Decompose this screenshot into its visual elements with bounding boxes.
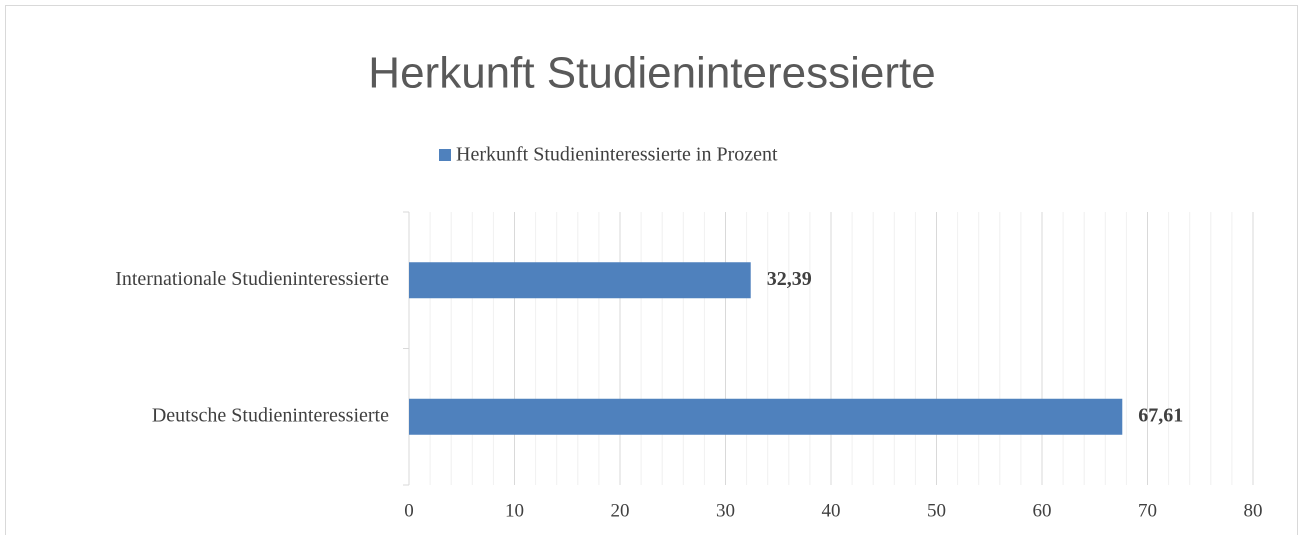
y-tick-label: Deutsche Studieninteressierte (152, 404, 389, 426)
x-tick-label: 60 (1033, 500, 1052, 521)
legend-label: Herkunft Studieninteressierte in Prozent (456, 144, 778, 166)
chart-title: Herkunft Studieninteressierte (368, 49, 935, 98)
y-tick-label: Internationale Studieninteressierte (115, 268, 389, 290)
x-tick-label: 80 (1244, 500, 1263, 521)
x-tick-label: 30 (716, 500, 735, 521)
x-tick-label: 0 (404, 500, 414, 521)
data-label: 32,39 (767, 268, 812, 290)
data-label: 67,61 (1138, 404, 1183, 426)
x-tick-label: 70 (1138, 500, 1157, 521)
x-tick-label: 20 (611, 500, 630, 521)
x-tick-label: 10 (505, 500, 524, 521)
bar (409, 262, 751, 299)
x-tick-label: 50 (927, 500, 946, 521)
legend-swatch (439, 149, 451, 161)
x-tick-label: 40 (822, 500, 841, 521)
bar (409, 398, 1123, 435)
